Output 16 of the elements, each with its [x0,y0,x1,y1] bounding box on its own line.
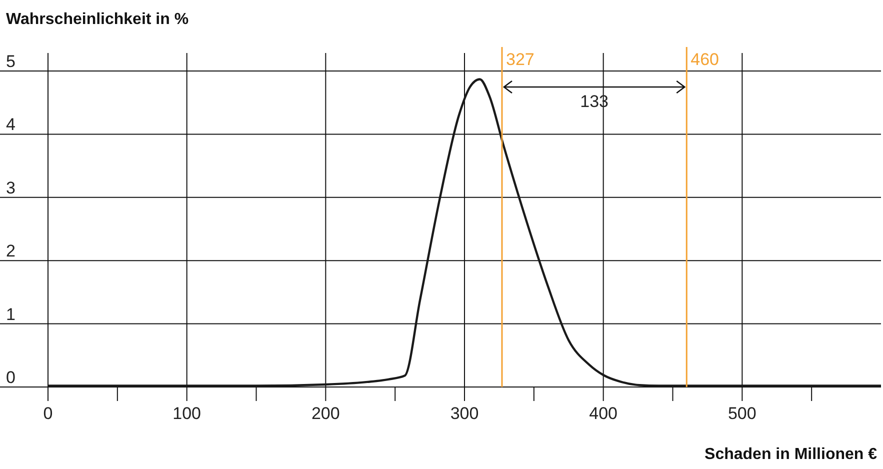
y-tick-label: 1 [6,304,16,324]
x-tick-label: 300 [450,404,479,423]
y-tick-label: 0 [6,368,16,387]
y-tick-label: 2 [6,242,16,261]
y-tick-label: 4 [6,115,16,134]
x-tick-label: 500 [728,404,756,423]
x-axis-title: Schaden in Millionen € [704,446,878,463]
y-axis-title: Wahrscheinlichkeit in % [6,11,189,28]
y-tick-label: 5 [6,52,16,71]
x-tick-label: 400 [589,404,618,423]
y-tick-label: 3 [6,178,16,198]
ref-line-label: 460 [690,50,720,69]
x-tick-label: 200 [311,404,340,423]
x-tick-label: 100 [172,404,202,423]
x-tick-label: 0 [43,404,53,423]
ref-line-label: 327 [506,50,534,69]
